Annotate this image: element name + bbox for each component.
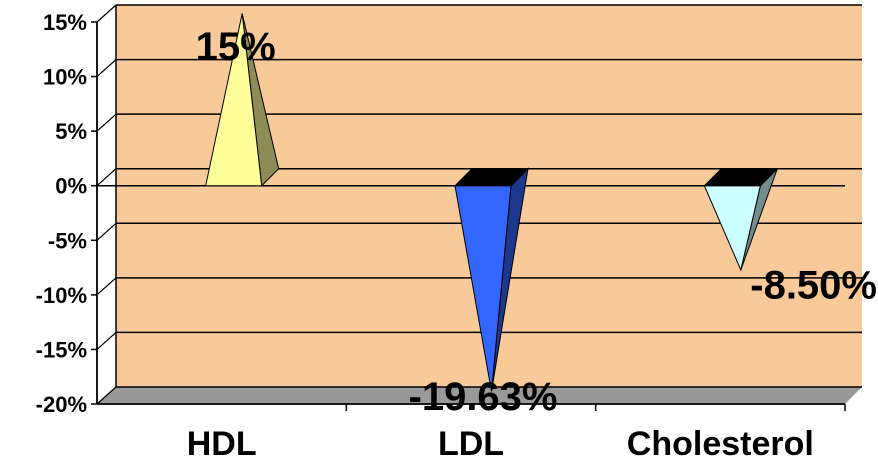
y-tick-label: -10% (36, 283, 87, 308)
category-labels: HDL LDL Cholesterol (187, 425, 814, 463)
cone-cholesterol (703, 168, 779, 272)
cone-hdl (205, 13, 280, 187)
y-tick-label: 5% (55, 119, 87, 144)
category-label: LDL (438, 425, 504, 463)
gridline-side (96, 331, 117, 350)
gridline-side (96, 59, 117, 78)
plot-floor (97, 387, 862, 404)
gridline-side (96, 4, 117, 23)
gridline-side (96, 168, 117, 187)
data-labels: 15% -19.63% -8.50% (196, 25, 877, 419)
y-tick-label: 0% (55, 174, 87, 199)
cones (205, 13, 779, 392)
y-tick-label: 10% (43, 65, 87, 90)
data-label: -19.63% (409, 375, 558, 419)
y-tick-label: 15% (43, 10, 87, 35)
y-tick-label: -5% (48, 228, 87, 253)
y-tick-label: -15% (36, 337, 87, 362)
gridline-side (96, 222, 117, 241)
y-tick-label: -20% (36, 392, 87, 417)
cone-ldl (453, 167, 530, 392)
category-label: HDL (187, 425, 257, 463)
y-tick-labels: 15% 10% 5% 0% -5% -10% -15% -20% (36, 10, 87, 417)
data-label: 15% (196, 25, 276, 69)
gridline-side (96, 386, 117, 405)
gridline-side (96, 113, 117, 132)
data-label: -8.50% (750, 263, 877, 307)
gridline-side (96, 277, 117, 296)
category-label: Cholesterol (627, 425, 814, 463)
